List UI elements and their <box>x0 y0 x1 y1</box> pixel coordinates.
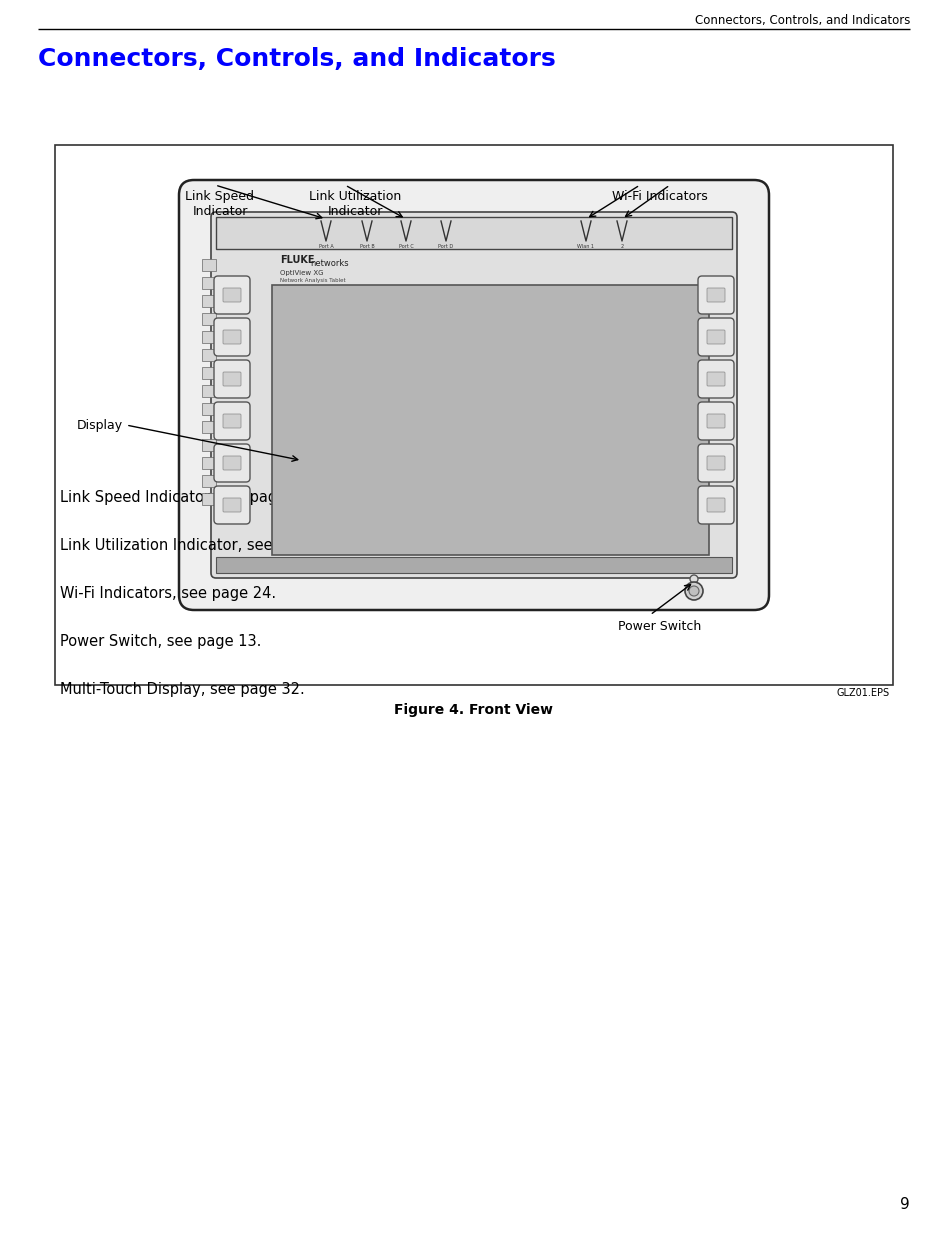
Circle shape <box>689 586 699 596</box>
Text: Figure 4. Front View: Figure 4. Front View <box>394 703 554 717</box>
Text: Link Utilization
Indicator: Link Utilization Indicator <box>309 190 401 219</box>
Text: Wlan 1: Wlan 1 <box>577 243 594 248</box>
FancyBboxPatch shape <box>223 414 241 428</box>
Text: Port C: Port C <box>398 243 413 248</box>
Text: Link Speed Indicator, see page 19.: Link Speed Indicator, see page 19. <box>60 491 314 505</box>
Bar <box>202 474 216 487</box>
FancyBboxPatch shape <box>223 456 241 469</box>
Text: 9: 9 <box>901 1197 910 1212</box>
Text: GLZ01.EPS: GLZ01.EPS <box>837 688 890 698</box>
Circle shape <box>690 575 698 582</box>
FancyBboxPatch shape <box>707 373 725 386</box>
Bar <box>202 493 216 505</box>
FancyBboxPatch shape <box>214 486 250 524</box>
Text: Multi-Touch Display, see page 32.: Multi-Touch Display, see page 32. <box>60 682 304 697</box>
Bar <box>202 366 216 379</box>
FancyBboxPatch shape <box>707 414 725 428</box>
FancyBboxPatch shape <box>698 276 734 314</box>
Text: Link Utilization Indicator, see page 19.: Link Utilization Indicator, see page 19. <box>60 538 341 553</box>
FancyBboxPatch shape <box>223 288 241 302</box>
Text: Connectors, Controls, and Indicators: Connectors, Controls, and Indicators <box>695 14 910 27</box>
FancyBboxPatch shape <box>214 318 250 356</box>
Text: 2: 2 <box>620 243 624 248</box>
Text: Wi-Fi Indicators: Wi-Fi Indicators <box>612 190 708 202</box>
Bar <box>202 457 216 469</box>
FancyBboxPatch shape <box>698 318 734 356</box>
Bar <box>202 296 216 307</box>
FancyBboxPatch shape <box>223 373 241 386</box>
FancyBboxPatch shape <box>211 212 737 578</box>
Text: Display: Display <box>77 419 123 431</box>
Bar <box>202 349 216 361</box>
Bar <box>202 332 216 343</box>
Text: Port D: Port D <box>438 243 453 248</box>
Bar <box>216 217 732 248</box>
Bar <box>202 438 216 451</box>
FancyBboxPatch shape <box>707 288 725 302</box>
Bar <box>202 313 216 325</box>
FancyBboxPatch shape <box>214 276 250 314</box>
Bar <box>202 385 216 397</box>
Bar <box>202 402 216 415</box>
Text: Port B: Port B <box>359 243 374 248</box>
FancyBboxPatch shape <box>214 443 250 482</box>
Text: OptiView XG: OptiView XG <box>280 270 323 276</box>
Text: networks: networks <box>310 260 349 268</box>
FancyBboxPatch shape <box>707 456 725 469</box>
Bar <box>202 260 216 271</box>
FancyBboxPatch shape <box>698 443 734 482</box>
Bar <box>202 421 216 433</box>
Text: Link Speed
Indicator: Link Speed Indicator <box>186 190 254 219</box>
Text: Wi-Fi Indicators, see page 24.: Wi-Fi Indicators, see page 24. <box>60 586 276 601</box>
Bar <box>202 277 216 289</box>
FancyBboxPatch shape <box>214 360 250 397</box>
Bar <box>55 145 893 686</box>
Text: FLUKE: FLUKE <box>280 255 315 265</box>
FancyBboxPatch shape <box>223 330 241 344</box>
Text: Power Switch, see page 13.: Power Switch, see page 13. <box>60 633 262 650</box>
FancyBboxPatch shape <box>707 498 725 512</box>
FancyBboxPatch shape <box>214 402 250 440</box>
FancyBboxPatch shape <box>707 330 725 344</box>
Text: Power Switch: Power Switch <box>618 620 702 633</box>
Bar <box>272 284 709 555</box>
Circle shape <box>685 582 703 600</box>
FancyBboxPatch shape <box>698 486 734 524</box>
FancyBboxPatch shape <box>698 402 734 440</box>
Text: Port A: Port A <box>319 243 334 248</box>
Text: Network Analysis Tablet: Network Analysis Tablet <box>280 278 346 283</box>
Bar <box>216 556 732 573</box>
FancyBboxPatch shape <box>223 498 241 512</box>
FancyBboxPatch shape <box>698 360 734 397</box>
FancyBboxPatch shape <box>179 180 769 610</box>
Text: Connectors, Controls, and Indicators: Connectors, Controls, and Indicators <box>38 47 556 71</box>
